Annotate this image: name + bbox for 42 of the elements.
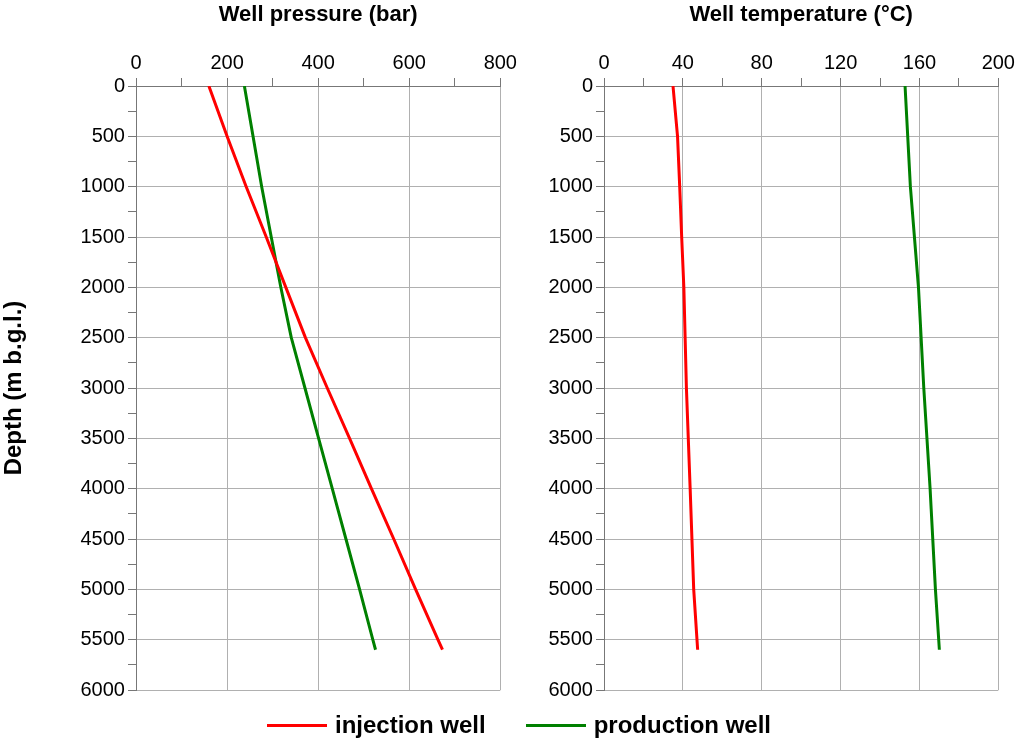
x-tick-label: 800 [483,50,517,73]
y-tick-label: 6000 [548,677,593,700]
y-tick-label: 3500 [80,425,125,448]
y-tick-label: 4000 [548,476,593,499]
y-tick-label: 4500 [80,526,125,549]
x-axis-title: Well temperature (°C) [689,1,913,27]
y-tick-label: 4500 [548,526,593,549]
y-tick-label: 1000 [80,174,125,197]
x-tick-label: 200 [210,50,244,73]
y-tick-label: 5000 [80,576,125,599]
y-axis-title: Depth (m b.g.l.) [0,300,27,476]
x-tick-label: 0 [598,50,610,73]
y-tick-label: 1500 [80,224,125,247]
y-tick-label: 5000 [548,576,593,599]
x-tick-label: 400 [301,50,335,73]
y-tick-label: 3000 [548,375,593,398]
x-tick-label: 200 [981,50,1015,73]
y-tick-label: 2500 [548,325,593,348]
y-tick-label: 0 [113,73,125,96]
legend-label: production well [593,711,772,739]
y-tick-label: 500 [91,123,125,146]
y-tick-label: 6000 [80,677,125,700]
x-tick-label: 80 [750,50,773,73]
y-tick-label: 3500 [548,425,593,448]
legend-label: injection well [334,711,486,739]
x-tick-label: 600 [392,50,426,73]
y-tick-label: 2000 [548,274,593,297]
y-tick-label: 4000 [80,476,125,499]
y-tick-label: 3000 [80,375,125,398]
y-tick-label: 500 [559,123,593,146]
y-tick-label: 1500 [548,224,593,247]
y-tick-label: 0 [581,73,593,96]
y-tick-label: 2000 [80,274,125,297]
x-axis-title: Well pressure (bar) [218,1,418,27]
x-tick-label: 120 [823,50,858,73]
y-tick-label: 2500 [80,325,125,348]
y-tick-label: 5500 [548,627,593,650]
x-tick-label: 0 [130,50,142,73]
y-tick-label: 5500 [80,627,125,650]
x-tick-label: 40 [671,50,694,73]
x-tick-label: 160 [902,50,937,73]
y-tick-label: 1000 [548,174,593,197]
